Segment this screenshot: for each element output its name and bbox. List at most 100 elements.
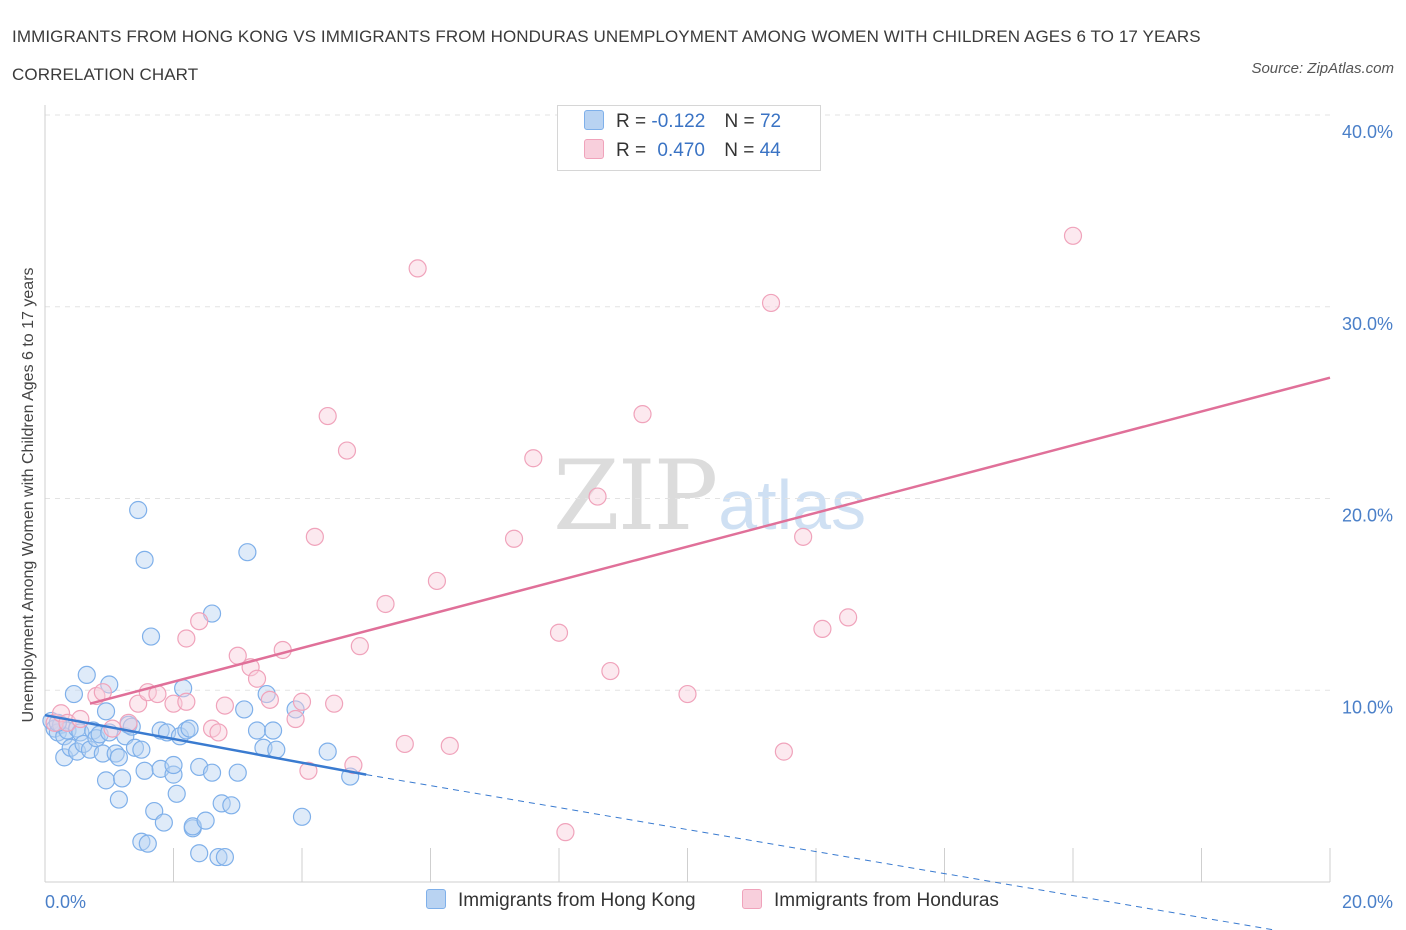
data-point-hong-kong: [141, 627, 161, 646]
data-point-honduras: [273, 640, 292, 660]
data-point-honduras: [350, 637, 369, 656]
data-point-honduras: [177, 629, 196, 648]
data-point-honduras: [325, 694, 344, 713]
data-point-hong-kong: [112, 769, 132, 788]
data-point-hong-kong: [77, 665, 96, 685]
data-point-hong-kong: [64, 684, 84, 704]
data-point-hong-kong: [263, 721, 283, 740]
data-point-hong-kong: [167, 784, 186, 803]
data-point-hong-kong: [190, 844, 209, 863]
data-point-hong-kong: [247, 721, 267, 740]
legend-r-value: -0.122: [651, 111, 706, 132]
correlation-legend: R = -0.122 N = 72 R = 0.470 N = 44: [557, 105, 821, 171]
data-point-hong-kong: [222, 796, 241, 815]
data-point-honduras: [813, 619, 832, 638]
data-point-honduras: [71, 709, 90, 729]
data-point-honduras: [286, 709, 305, 729]
data-point-honduras: [761, 293, 781, 313]
data-point-honduras: [794, 527, 813, 546]
trend-line-hong-kong: [44, 713, 367, 776]
data-point-honduras: [633, 405, 652, 424]
data-point-honduras: [247, 669, 267, 688]
y-tick-label: 20.0%: [1342, 506, 1393, 526]
data-point-hong-kong: [109, 748, 128, 767]
data-point-honduras: [601, 661, 620, 681]
data-point-hong-kong: [164, 765, 183, 784]
legend-swatch-honduras: [584, 139, 604, 159]
data-point-honduras: [376, 594, 395, 614]
data-point-honduras: [427, 571, 447, 591]
data-point-honduras: [504, 529, 524, 548]
bottom-legend-hong-kong: Immigrants from Hong Kong: [426, 889, 696, 912]
bottom-legend-label-honduras: Immigrants from Honduras: [774, 890, 999, 911]
data-point-hong-kong: [318, 742, 337, 761]
data-point-hong-kong: [257, 684, 276, 704]
data-point-hong-kong: [180, 719, 199, 738]
data-point-hong-kong: [96, 771, 116, 790]
data-point-hong-kong: [154, 813, 173, 832]
legend-n-value: 72: [759, 111, 782, 132]
y-tick-label: 10.0%: [1342, 697, 1393, 717]
bottom-legend-swatch-honduras: [742, 889, 762, 909]
data-point-honduras: [190, 612, 209, 631]
legend-r-label: R =: [616, 111, 647, 132]
data-point-hong-kong: [109, 790, 128, 809]
data-point-hong-kong: [132, 832, 151, 851]
data-point-honduras: [1063, 226, 1083, 245]
data-point-honduras: [344, 755, 363, 775]
data-point-honduras: [305, 527, 324, 546]
trend-line-honduras: [89, 376, 1331, 705]
data-point-honduras: [549, 623, 569, 642]
data-point-honduras: [209, 723, 228, 742]
data-point-hong-kong: [292, 807, 312, 826]
chart-title: IMMIGRANTS FROM HONG KONG VS IMMIGRANTS …: [12, 27, 1201, 84]
data-point-honduras: [215, 696, 234, 715]
data-point-hong-kong: [196, 811, 215, 830]
data-point-hong-kong: [202, 763, 222, 782]
x-tick-label: 20.0%: [1342, 892, 1393, 912]
trend-line-hong-kong-extension: [366, 774, 1278, 930]
data-point-honduras: [395, 734, 414, 754]
legend-row-honduras: R = 0.470 N = 44: [584, 139, 781, 169]
data-point-hong-kong: [235, 700, 254, 719]
data-point-honduras: [260, 690, 279, 709]
data-point-hong-kong: [129, 500, 148, 520]
y-tick-label: 40.0%: [1342, 122, 1393, 142]
data-point-honduras: [292, 692, 312, 711]
data-point-hong-kong: [228, 763, 247, 782]
y-tick-label: 30.0%: [1342, 314, 1393, 334]
data-point-hong-kong: [135, 761, 154, 780]
data-point-hong-kong: [238, 543, 257, 562]
data-point-honduras: [678, 684, 697, 704]
data-point-honduras: [774, 742, 793, 761]
bottom-legend-label-hong-kong: Immigrants from Hong Kong: [458, 890, 696, 911]
data-point-hong-kong: [164, 755, 183, 775]
legend-n-label: N =: [724, 111, 755, 132]
data-point-honduras: [556, 823, 575, 842]
data-point-honduras: [177, 692, 196, 711]
data-point-honduras: [337, 441, 357, 460]
legend-r-value: 0.470: [657, 140, 705, 161]
data-point-honduras: [318, 406, 337, 426]
data-point-hong-kong: [215, 847, 234, 867]
data-point-honduras: [408, 259, 427, 278]
data-point-hong-kong: [96, 702, 116, 721]
data-point-hong-kong: [135, 550, 154, 569]
legend-n-value: 44: [759, 140, 781, 161]
data-point-hong-kong: [138, 834, 157, 853]
data-point-honduras: [839, 608, 858, 627]
data-point-hong-kong: [209, 847, 228, 867]
data-point-hong-kong: [177, 721, 196, 740]
legend-swatch-hong-kong: [584, 110, 604, 130]
legend-n-label: N =: [724, 140, 755, 161]
legend-row-hong-kong: R = -0.122 N = 72: [584, 110, 781, 140]
data-point-honduras: [524, 449, 543, 468]
x-tick-label: 0.0%: [45, 892, 86, 912]
data-point-hong-kong: [132, 740, 151, 759]
bottom-legend-honduras: Immigrants from Honduras: [742, 889, 999, 912]
bottom-legend-swatch-hong-kong: [426, 889, 446, 909]
data-point-hong-kong: [125, 738, 145, 757]
data-point-honduras: [588, 487, 607, 506]
data-point-honduras: [299, 761, 318, 780]
